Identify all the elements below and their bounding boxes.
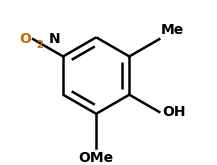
Text: OH: OH xyxy=(162,105,186,119)
Text: 2: 2 xyxy=(36,40,43,50)
Text: OMe: OMe xyxy=(79,151,114,165)
Text: N: N xyxy=(49,32,60,46)
Text: O: O xyxy=(20,32,31,46)
Text: Me: Me xyxy=(161,23,184,37)
